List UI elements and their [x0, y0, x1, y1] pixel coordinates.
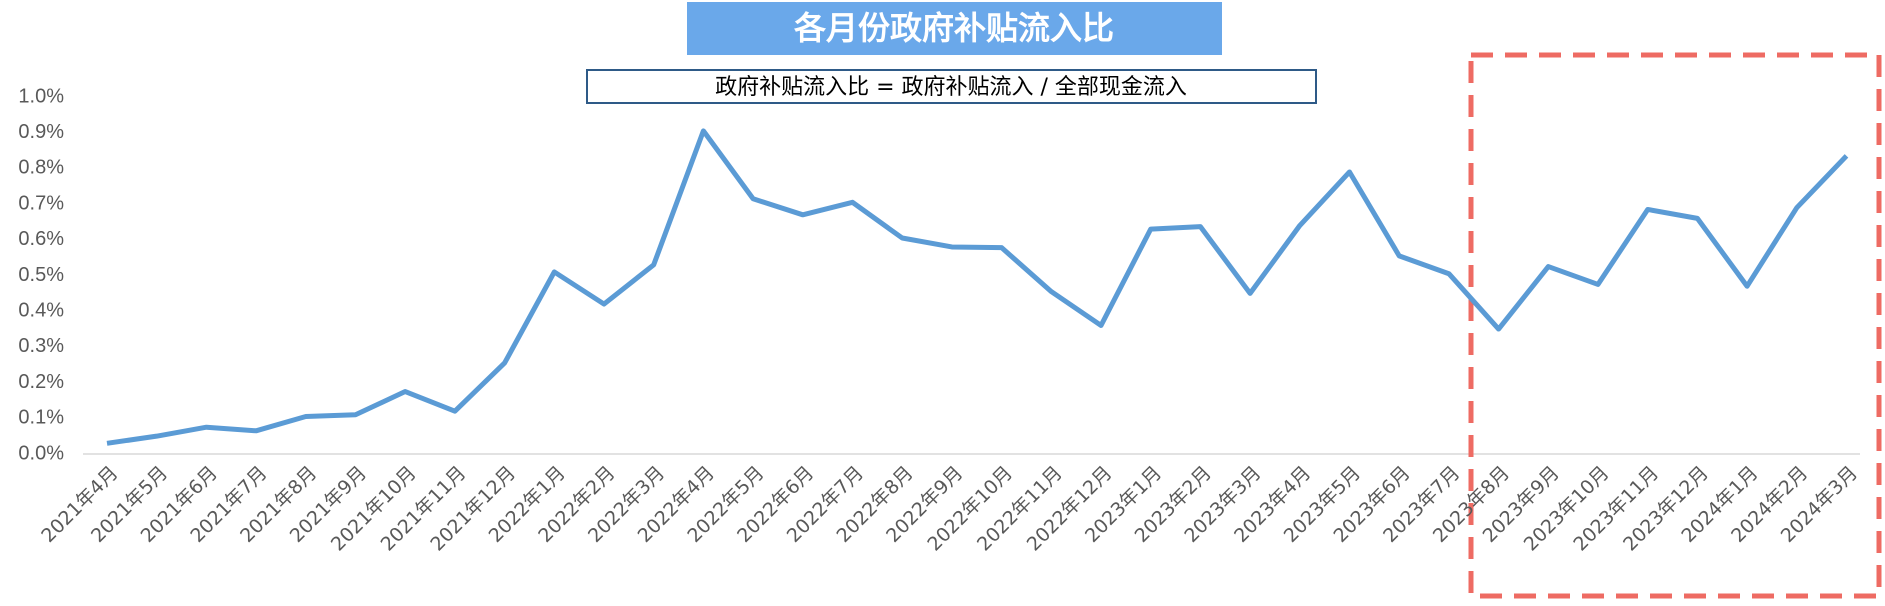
y-tick-label: 0.9%	[18, 121, 64, 143]
y-tick-label: 0.6%	[18, 228, 64, 250]
subtitle-box	[586, 69, 1317, 104]
y-tick-label: 0.5%	[18, 264, 64, 286]
data-line	[106, 128, 1849, 446]
y-tick-label: 0.2%	[18, 371, 64, 393]
y-tick-label: 0.7%	[18, 192, 64, 214]
y-tick-label: 0.1%	[18, 407, 64, 429]
chart-title: 各月份政府补贴流入比	[794, 9, 1114, 47]
title-box	[687, 2, 1222, 55]
y-tick-label: 0.3%	[18, 335, 64, 357]
highlight-box	[1468, 52, 1882, 599]
y-tick-label: 1.0%	[18, 85, 64, 107]
y-tick-label: 0.0%	[18, 442, 64, 464]
y-tick-label: 0.8%	[18, 157, 64, 179]
chart-subtitle: 政府补贴流入比 = 政府补贴流入 / 全部现金流入	[715, 75, 1187, 100]
y-tick-label: 0.4%	[18, 299, 64, 321]
